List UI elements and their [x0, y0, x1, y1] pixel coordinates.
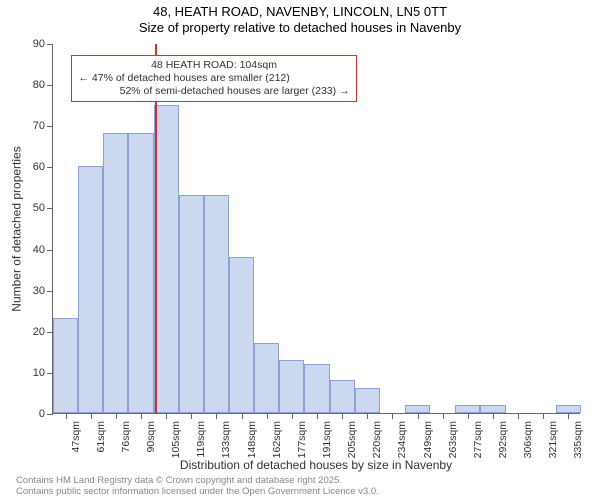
histogram-bar: [103, 133, 128, 413]
annotation-larger: 52% of semi-detached houses are larger (…: [78, 85, 349, 98]
x-tick: [292, 413, 293, 419]
x-tick: [141, 413, 142, 419]
histogram-bar: [330, 380, 355, 413]
title-block: 48, HEATH ROAD, NAVENBY, LINCOLN, LN5 0T…: [0, 0, 600, 37]
x-tick-label: 90sqm: [145, 421, 157, 453]
y-tick-label: 0: [39, 408, 45, 420]
annotation-title: 48 HEATH ROAD: 104sqm: [78, 59, 349, 72]
y-tick-label: 90: [33, 38, 45, 50]
y-tick: [47, 126, 53, 127]
y-tick: [47, 208, 53, 209]
x-tick-label: 234sqm: [396, 421, 408, 458]
x-tick: [468, 413, 469, 419]
x-tick-label: 191sqm: [321, 421, 333, 458]
x-tick-label: 105sqm: [170, 421, 182, 458]
x-tick: [166, 413, 167, 419]
y-tick-label: 40: [33, 244, 45, 256]
x-tick-label: 61sqm: [95, 421, 107, 453]
chart-container: 48, HEATH ROAD, NAVENBY, LINCOLN, LN5 0T…: [0, 0, 600, 500]
y-tick: [47, 250, 53, 251]
x-tick-label: 263sqm: [447, 421, 459, 458]
annotation-box: 48 HEATH ROAD: 104sqm← 47% of detached h…: [71, 55, 356, 102]
x-tick-label: 148sqm: [246, 421, 258, 458]
x-tick-label: 292sqm: [497, 421, 509, 458]
x-tick-label: 76sqm: [120, 421, 132, 453]
histogram-bar: [279, 360, 304, 413]
histogram-bar: [179, 195, 204, 413]
footer-line2: Contains public sector information licen…: [16, 487, 592, 498]
x-tick: [116, 413, 117, 419]
title-subtitle: Size of property relative to detached ho…: [0, 20, 600, 36]
histogram-bar: [304, 364, 329, 413]
x-tick-label: 47sqm: [70, 421, 82, 453]
x-tick: [367, 413, 368, 419]
x-tick: [392, 413, 393, 419]
x-tick-label: 205sqm: [346, 421, 358, 458]
title-address: 48, HEATH ROAD, NAVENBY, LINCOLN, LN5 0T…: [0, 4, 600, 20]
annotation-smaller: ← 47% of detached houses are smaller (21…: [78, 72, 349, 85]
x-tick: [418, 413, 419, 419]
x-tick: [66, 413, 67, 419]
histogram-bar: [254, 343, 279, 413]
y-tick: [47, 291, 53, 292]
histogram-bar: [78, 166, 103, 413]
x-tick: [216, 413, 217, 419]
x-tick: [568, 413, 569, 419]
x-tick: [242, 413, 243, 419]
histogram-bar: [53, 318, 78, 413]
x-tick: [191, 413, 192, 419]
y-tick-label: 10: [33, 367, 45, 379]
histogram-bar: [405, 405, 430, 413]
x-axis-label: Distribution of detached houses by size …: [52, 458, 580, 472]
histogram-bar: [480, 405, 505, 413]
y-tick: [47, 332, 53, 333]
plot-area: 010203040506070809047sqm61sqm76sqm90sqm1…: [52, 44, 580, 414]
x-tick: [317, 413, 318, 419]
x-tick: [91, 413, 92, 419]
y-tick: [47, 414, 53, 415]
x-tick: [443, 413, 444, 419]
x-tick-label: 249sqm: [422, 421, 434, 458]
histogram-bar: [128, 133, 153, 413]
histogram-bar: [355, 388, 380, 413]
y-tick-label: 50: [33, 202, 45, 214]
y-axis-label: Number of detached properties: [10, 44, 24, 414]
x-tick: [518, 413, 519, 419]
x-tick: [493, 413, 494, 419]
y-tick-label: 60: [33, 161, 45, 173]
x-tick-label: 177sqm: [296, 421, 308, 458]
x-tick: [267, 413, 268, 419]
y-tick-label: 20: [33, 326, 45, 338]
y-tick: [47, 167, 53, 168]
x-tick: [543, 413, 544, 419]
histogram-bar: [204, 195, 229, 413]
x-tick-label: 277sqm: [472, 421, 484, 458]
histogram-bar: [229, 257, 254, 413]
x-tick-label: 335sqm: [572, 421, 584, 458]
histogram-bar: [556, 405, 581, 413]
footer-attribution: Contains HM Land Registry data © Crown c…: [16, 476, 592, 498]
x-tick-label: 119sqm: [195, 421, 207, 458]
y-tick-label: 30: [33, 285, 45, 297]
y-tick: [47, 373, 53, 374]
x-tick: [342, 413, 343, 419]
y-tick-label: 80: [33, 79, 45, 91]
y-tick: [47, 85, 53, 86]
y-tick-label: 70: [33, 120, 45, 132]
histogram-bar: [154, 105, 179, 413]
histogram-bar: [455, 405, 480, 413]
x-tick-label: 162sqm: [271, 421, 283, 458]
x-tick-label: 133sqm: [220, 421, 232, 458]
x-tick-label: 306sqm: [522, 421, 534, 458]
x-tick-label: 321sqm: [547, 421, 559, 458]
x-tick-label: 220sqm: [371, 421, 383, 458]
y-tick: [47, 44, 53, 45]
